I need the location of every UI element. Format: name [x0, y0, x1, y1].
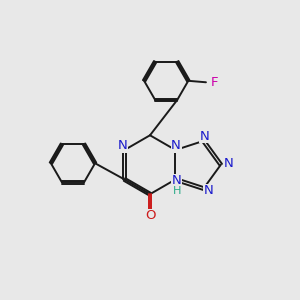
Text: F: F — [210, 76, 218, 89]
Text: N: N — [224, 157, 234, 170]
Text: N: N — [172, 174, 182, 188]
Text: N: N — [200, 130, 210, 143]
Text: H: H — [172, 186, 181, 196]
Text: N: N — [204, 184, 214, 197]
Text: O: O — [145, 209, 156, 223]
Text: N: N — [117, 140, 127, 152]
Text: N: N — [171, 140, 181, 152]
